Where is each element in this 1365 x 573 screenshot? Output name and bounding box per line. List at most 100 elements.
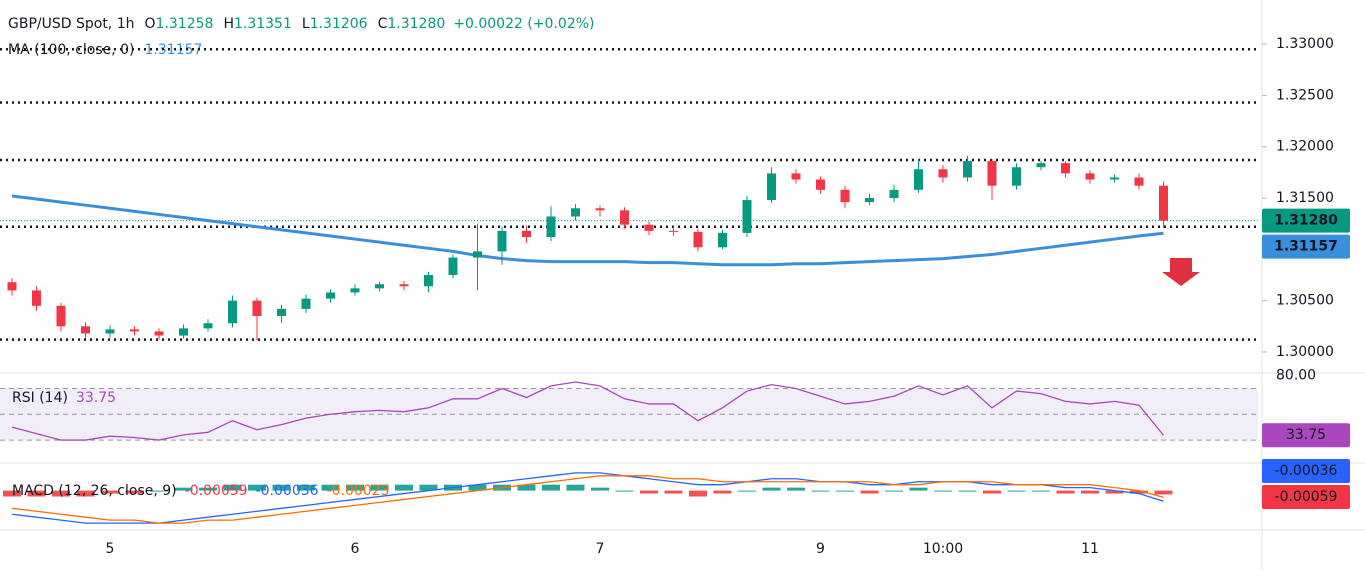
candle-body	[791, 173, 801, 180]
candle-body	[840, 189, 850, 203]
x-tick-label: 7	[596, 541, 605, 557]
ma-name: MA (100, close, 0)	[8, 42, 135, 58]
y-tick-label: 1.30000	[1276, 344, 1334, 360]
macd-histogram	[419, 484, 438, 491]
ohlc-value: 1.31280	[387, 16, 445, 32]
macd-histogram	[836, 490, 854, 492]
y-tick-label: 1.30500	[1276, 293, 1334, 309]
candle-body	[350, 288, 360, 293]
y-tick-label: 1.32500	[1276, 87, 1334, 103]
x-tick-label: 11	[1081, 541, 1099, 557]
candle-body	[130, 329, 139, 332]
candle-body	[56, 305, 66, 327]
macd-histogram	[101, 490, 119, 494]
macd-histogram	[787, 487, 805, 491]
macd-histogram	[689, 490, 707, 497]
macd-name: MACD (12, 26, close, 9)	[12, 483, 177, 499]
macd-histogram	[468, 484, 487, 491]
macd-histogram	[591, 487, 609, 491]
ma-tag-label: 1.31157	[1274, 239, 1338, 255]
down-arrow	[1162, 258, 1200, 286]
candle-body	[473, 251, 482, 258]
macd-histogram	[150, 490, 168, 492]
candle-body	[326, 292, 335, 299]
macd-histogram	[52, 490, 70, 497]
rsi-band-fill	[0, 388, 1258, 441]
macd-histogram	[909, 487, 928, 491]
macd-histogram	[223, 484, 242, 491]
macd-histogram	[713, 490, 732, 494]
macd-histogram	[542, 484, 560, 491]
rsi-tag-label: 33.75	[1286, 427, 1326, 443]
ohlc-value: 1.31258	[156, 16, 214, 32]
macd-histogram	[199, 487, 217, 491]
price-tag-label: 1.31280	[1274, 213, 1338, 229]
macd-histogram	[1032, 490, 1050, 492]
candle-body	[7, 282, 17, 291]
y-tick-label: 1.31500	[1276, 190, 1334, 206]
macd-histogram	[346, 484, 364, 491]
candle-body	[742, 200, 752, 233]
header: GBP/USD Spot, 1h O1.31258 H1.31351 L1.31206…	[8, 16, 594, 32]
ohlc-value: 1.31206	[310, 16, 368, 32]
ohlc-key: L	[302, 16, 310, 32]
macd-header-value: -0.00023	[327, 483, 390, 499]
macd-histogram	[321, 484, 340, 491]
candle-body	[522, 230, 531, 238]
signal-line	[11, 475, 1164, 524]
macd-histogram	[248, 484, 266, 491]
rsi-tag	[1262, 423, 1350, 448]
x-tick-label: 6	[351, 541, 360, 557]
candle-body	[1110, 177, 1119, 180]
ma-legend: MA (100, close, 0) 1.31157	[8, 42, 202, 58]
macd-tag	[1262, 485, 1350, 509]
candle-body	[1036, 163, 1046, 168]
macd-histogram	[1007, 490, 1026, 492]
ma-value: 1.31157	[145, 42, 203, 58]
macd-histogram	[1081, 490, 1099, 494]
macd-tag-label: -0.00036	[1275, 463, 1338, 479]
candle-body	[546, 216, 556, 238]
candle-body	[914, 169, 923, 190]
macd-histogram	[566, 484, 585, 491]
macd-histogram	[174, 487, 193, 491]
candle-body	[644, 224, 654, 231]
macd-histogram	[395, 484, 413, 491]
macd-histogram	[983, 490, 1001, 494]
candle-body	[1134, 177, 1144, 186]
ohlc-key: O	[145, 16, 156, 32]
macd-tag	[1262, 459, 1350, 483]
candle-body	[105, 329, 115, 334]
y-tick-label: 1.32000	[1276, 139, 1334, 155]
symbol: GBP/USD Spot, 1h	[8, 16, 135, 32]
macd-histogram	[738, 490, 756, 492]
candle-body	[424, 274, 433, 287]
macd-histogram	[272, 484, 291, 491]
ohlc-key: H	[223, 16, 234, 32]
macd-histogram	[1056, 490, 1075, 494]
macd-histogram	[370, 484, 389, 491]
candle-body	[252, 300, 262, 317]
macd-histogram	[125, 490, 144, 494]
macd-histogram	[934, 490, 952, 492]
candle-body	[277, 308, 286, 317]
macd-tag-label: -0.00059	[1275, 489, 1338, 505]
macd-histogram	[1154, 490, 1173, 495]
macd-histogram	[76, 490, 95, 497]
candle-body	[938, 169, 948, 178]
candle-body	[595, 208, 605, 211]
rsi-tick-label: 80.00	[1276, 368, 1316, 384]
candle-body	[865, 198, 874, 203]
ma-tag	[1262, 234, 1350, 259]
macd-header-value: -0.00059	[185, 483, 248, 499]
candle-body	[718, 232, 727, 248]
candle-body	[399, 284, 409, 287]
candle-body	[1012, 167, 1021, 186]
rsi-value: 33.75	[76, 390, 116, 406]
price-tag	[1262, 208, 1350, 233]
macd-histogram	[885, 490, 903, 492]
y-tick-label: 1.33000	[1276, 36, 1334, 52]
macd-histogram	[27, 490, 46, 497]
